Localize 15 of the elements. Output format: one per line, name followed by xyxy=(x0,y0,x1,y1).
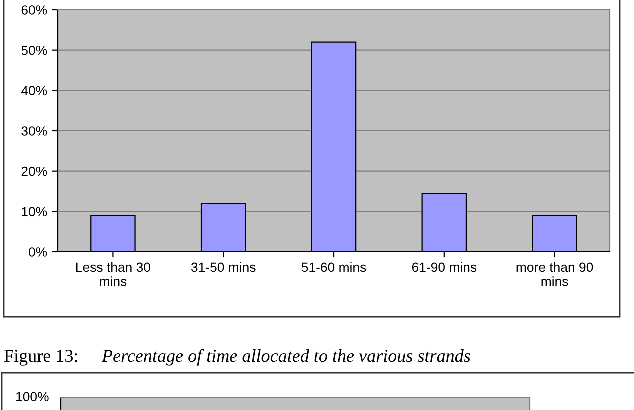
y-tick-label: 50% xyxy=(22,46,48,56)
x-tick-label: 31-50 mins xyxy=(191,262,256,272)
y-tick-label: 10% xyxy=(22,207,48,217)
x-tick-label: more than 90 mins xyxy=(516,262,594,286)
x-tick-label: 51-60 mins xyxy=(302,262,366,272)
y-tick-label: 30% xyxy=(22,126,48,136)
text: 100% xyxy=(16,392,49,402)
y-tick-label: 20% xyxy=(22,166,48,176)
text: Percentage of time allocated to the various strands xyxy=(102,349,470,366)
y-tick-label: 0% xyxy=(29,248,48,257)
x-tick-label: Less than 30 mins xyxy=(76,262,150,286)
y-tick-label: 60% xyxy=(22,6,48,15)
caption: Figure 13: xyxy=(4,350,78,366)
y-tick-label: 40% xyxy=(21,86,48,96)
x-tick-label: 61-90 mins xyxy=(412,262,477,272)
